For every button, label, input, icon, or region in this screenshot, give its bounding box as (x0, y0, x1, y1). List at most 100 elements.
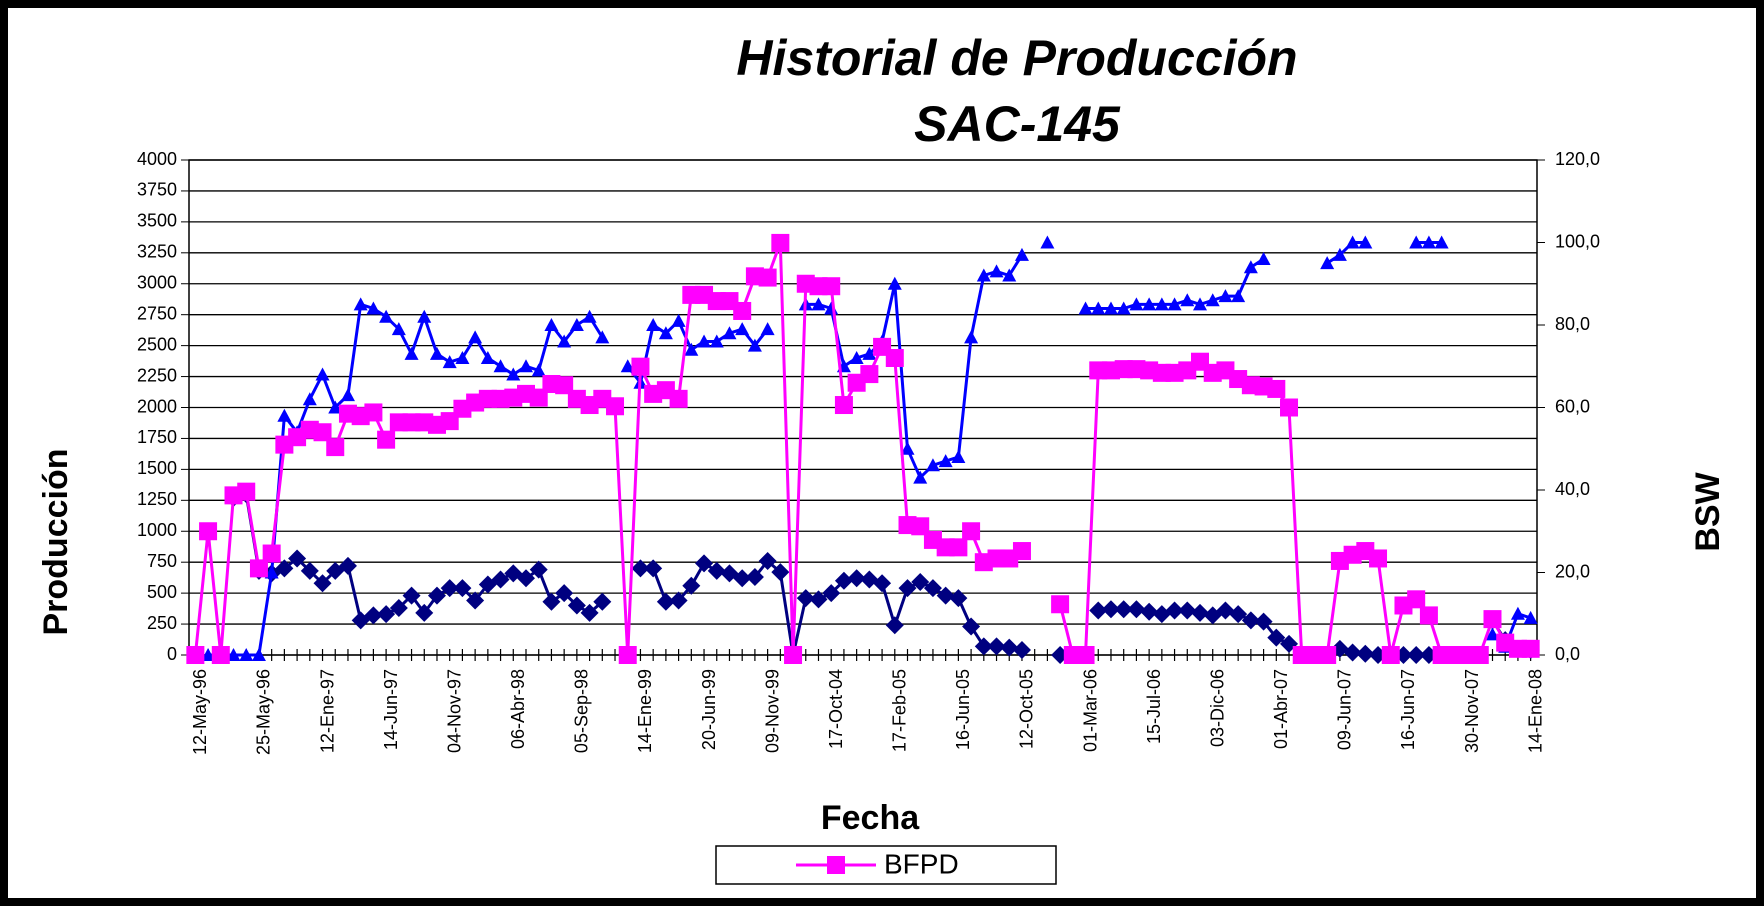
y-tick-label: 3000 (137, 273, 177, 293)
x-axis-label: Fecha (821, 799, 920, 837)
data-point (480, 351, 495, 364)
data-point (758, 268, 777, 287)
data-point (1267, 379, 1286, 398)
data-point (1381, 646, 1400, 664)
data-point (631, 357, 650, 376)
data-point (1191, 603, 1209, 622)
x-tick-label: 06-Abr-98 (508, 669, 528, 749)
data-point (506, 367, 521, 381)
data-point (1051, 595, 1070, 614)
data-point (644, 559, 663, 578)
data-point (466, 591, 485, 610)
data-point (1154, 297, 1169, 311)
data-point (404, 346, 419, 360)
data-point (1127, 600, 1146, 619)
data-point (771, 233, 790, 252)
data-point (913, 470, 928, 484)
data-point (684, 342, 699, 356)
y-tick-label: 1250 (137, 489, 177, 509)
data-point (606, 397, 625, 416)
data-point (580, 603, 599, 622)
data-point (682, 576, 701, 595)
data-point (962, 617, 981, 636)
data-point (251, 648, 266, 661)
data-point (949, 538, 968, 557)
y-tick-label: 4000 (137, 149, 177, 169)
data-point (1254, 612, 1273, 631)
data-point (249, 559, 268, 578)
data-point (1142, 297, 1157, 311)
x-tick-label: 30-Nov-07 (1462, 669, 1482, 753)
x-tick-label: 09-Nov-99 (762, 669, 782, 753)
data-point (669, 389, 688, 408)
data-point (239, 648, 254, 661)
data-point (822, 584, 841, 603)
data-point (1318, 646, 1337, 664)
data-point (735, 322, 750, 336)
data-point (493, 359, 508, 373)
data-point (377, 430, 396, 449)
data-point (1205, 293, 1220, 307)
data-point (1241, 611, 1260, 630)
data-point (517, 569, 535, 588)
data-point (620, 359, 635, 373)
x-tick-label: 15-Jul-06 (1144, 669, 1164, 744)
data-point (1002, 268, 1017, 282)
data-point (796, 589, 815, 608)
data-point (593, 592, 612, 611)
data-point (656, 592, 675, 611)
data-point (555, 376, 574, 395)
x-tick-label: 12-Oct-05 (1017, 669, 1037, 749)
data-point (733, 301, 752, 320)
data-point (1216, 601, 1235, 620)
data-point (847, 569, 866, 588)
data-point (377, 605, 396, 624)
data-point (618, 646, 637, 664)
y2-tick-label: 100,0 (1555, 231, 1600, 251)
y-axis-label: Producción (37, 448, 75, 635)
data-point (302, 392, 317, 406)
data-point (328, 400, 343, 414)
data-point (1485, 627, 1500, 641)
y2-tick-label: 20,0 (1555, 561, 1590, 581)
data-point (1091, 301, 1106, 315)
data-point (822, 277, 841, 296)
data-point (898, 579, 917, 598)
x-tick-label: 09-Jun-07 (1335, 669, 1355, 750)
data-point (1419, 606, 1438, 625)
data-point (1521, 639, 1540, 658)
data-point (962, 522, 981, 541)
data-point (669, 591, 688, 610)
data-point (338, 556, 357, 575)
data-point (453, 579, 472, 598)
y2-tick-label: 0,0 (1555, 644, 1580, 664)
x-tick-label: 16-Jun-05 (953, 669, 973, 750)
data-point (707, 561, 726, 580)
y-tick-label: 2500 (137, 334, 177, 354)
x-tick-label: 17-Feb-05 (890, 669, 910, 752)
data-point (429, 346, 444, 360)
y-tick-label: 2750 (137, 303, 177, 323)
data-point (569, 318, 584, 331)
data-point (440, 579, 459, 598)
data-point (849, 351, 864, 364)
data-point (1343, 643, 1362, 662)
data-point (300, 561, 319, 580)
data-point (1012, 641, 1031, 660)
y-tick-label: 2250 (137, 365, 177, 385)
data-point (925, 458, 940, 472)
y-tick-label: 3250 (137, 242, 177, 262)
data-point (1103, 301, 1118, 315)
legend-marker (827, 856, 845, 874)
chart-title: Historial de Producción (736, 30, 1297, 86)
data-point (1014, 247, 1029, 261)
x-tick-label: 20-Jun-99 (699, 669, 719, 750)
data-point (1076, 646, 1095, 664)
data-point (595, 330, 610, 344)
data-point (964, 330, 979, 344)
data-point (582, 309, 597, 323)
x-tick-label: 14-Jun-97 (381, 669, 401, 750)
data-point (784, 646, 803, 664)
data-point (391, 322, 406, 336)
data-point (402, 586, 421, 605)
